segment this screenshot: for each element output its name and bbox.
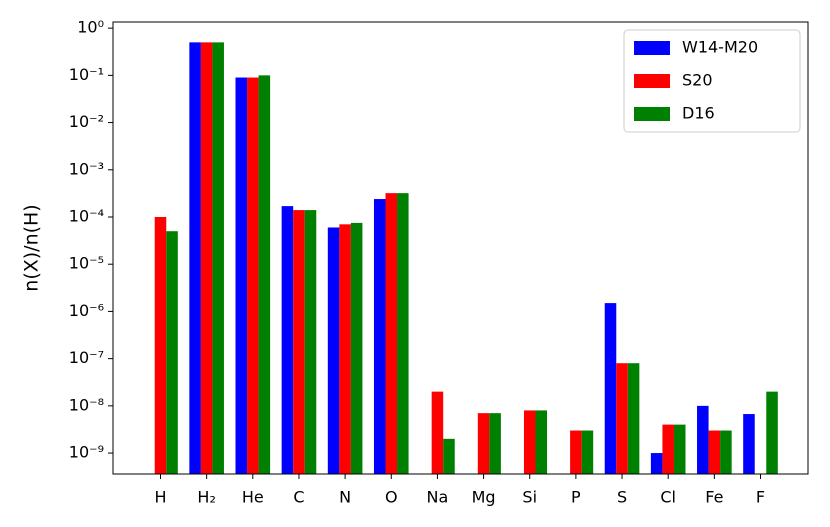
bar [247,77,259,474]
bar [281,206,294,475]
x-tick-label: Cl [660,488,676,507]
y-tick-label: 10⁻⁵ [69,254,104,273]
bar [327,227,340,474]
bar [373,199,386,475]
bar [535,410,548,474]
x-tick-label: H [154,488,166,507]
bar [212,42,224,474]
legend-label: D16 [682,104,715,123]
legend-box [623,29,801,133]
bar [304,210,317,474]
legend-swatch [634,41,670,55]
y-tick-label: 10⁻² [69,112,104,131]
x-tick-label: S [617,488,627,507]
bar [662,424,674,474]
x-tick-label: P [571,488,581,507]
y-tick-label: 10⁻⁷ [69,348,104,367]
bar [166,231,178,474]
y-tick-label: 10⁻³ [69,159,104,178]
bar [743,414,755,474]
x-tick-label: H₂ [197,488,215,507]
bar [189,42,201,474]
bar [523,410,536,474]
y-tick-label: 10⁰ [77,18,104,37]
legend-swatch [634,74,670,88]
bar [397,193,409,474]
legend-swatch [634,107,670,121]
bar [650,453,663,474]
bar [258,75,271,475]
bar [708,430,721,474]
bar [697,405,709,474]
bar [235,77,248,474]
bar [581,430,594,474]
x-tick-label: F [756,488,765,507]
bar [293,210,305,474]
y-axis-label: n(X)/n(H) [21,204,43,291]
legend-label: W14-M20 [682,38,758,57]
x-tick-label: He [242,488,264,507]
x-tick-label: Si [522,488,537,507]
bar [673,424,686,474]
bar [489,413,501,474]
bar [766,391,778,474]
y-tick-label: 10⁻¹ [69,65,104,84]
y-tick-label: 10⁻⁴ [69,206,104,225]
bar [570,430,582,474]
bar [604,303,617,474]
bar [350,222,363,474]
y-tick-label: 10⁻⁹ [69,443,104,462]
x-tick-label: N [339,488,351,507]
legend-label: S20 [682,71,713,90]
y-tick-label: 10⁻⁶ [69,301,104,320]
bar [720,430,732,474]
bar [443,438,455,474]
x-tick-label: O [385,488,398,507]
bar [200,42,213,474]
y-tick-label: 10⁻⁸ [69,395,104,414]
bar [154,216,167,474]
bar [616,363,628,474]
x-tick-label: Na [427,488,449,507]
bar [339,224,351,474]
x-tick-label: C [293,488,304,507]
bar [385,193,398,474]
x-tick-label: Fe [705,488,723,507]
bar [477,413,490,474]
x-tick-label: Mg [472,488,496,507]
plot-frame [112,21,809,475]
bar [627,363,640,474]
bar [431,391,444,474]
